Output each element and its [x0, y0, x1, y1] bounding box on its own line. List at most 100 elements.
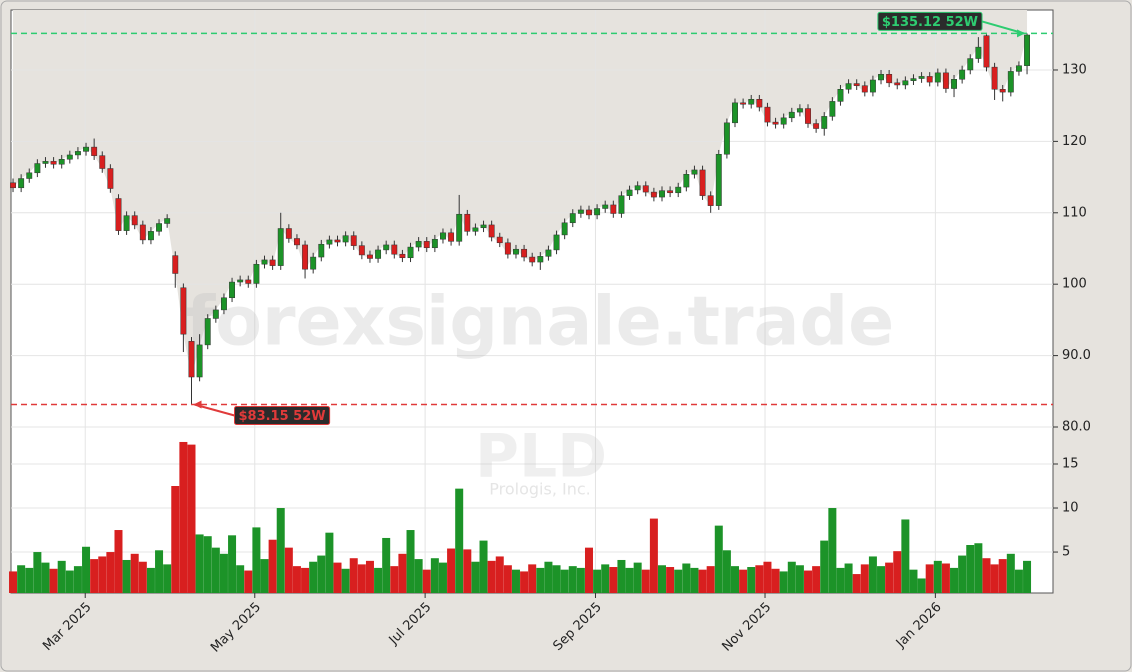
candle-body [212, 309, 219, 319]
candle-body [999, 89, 1006, 93]
volume-bar [171, 486, 180, 593]
candle-body [861, 85, 868, 93]
volume-bar [195, 534, 204, 593]
volume-bar [106, 552, 115, 593]
volume-bar [57, 560, 66, 593]
watermark: forexsignale.trade [186, 283, 895, 362]
volume-bar [211, 547, 220, 593]
candle-body [821, 116, 828, 129]
candle-body [204, 318, 211, 346]
y-tick-label: 80.0 [1062, 420, 1091, 435]
candle-body [334, 239, 341, 243]
volume-bar [309, 561, 318, 593]
annotation-label: $135.12 52W [882, 15, 978, 30]
candle-body [732, 102, 738, 124]
candle-body [659, 190, 665, 198]
volume-bar [941, 563, 950, 593]
candle-body [878, 74, 884, 81]
volume-bar [714, 525, 723, 593]
candle-body [50, 161, 57, 165]
candle-body [440, 232, 446, 240]
candle-body [488, 224, 495, 238]
volume-bar [698, 569, 707, 593]
candle-body [26, 172, 33, 179]
volume-bar [755, 565, 764, 593]
volume-bar [536, 567, 545, 593]
volume-bar [414, 559, 423, 593]
candle-body [894, 82, 901, 86]
candle-body [691, 169, 698, 175]
volume-bar [560, 569, 569, 593]
candle-body [715, 153, 722, 206]
candle-body [245, 279, 252, 284]
candle-body [902, 80, 909, 86]
volume-bar [438, 562, 447, 593]
candle-body [358, 245, 365, 256]
volume-bar [609, 567, 618, 593]
volume-bar [292, 566, 301, 593]
volume-bar [958, 555, 967, 593]
candle-body [188, 341, 195, 378]
candle-body [66, 154, 73, 160]
volume-bar [503, 565, 512, 593]
candle-body [131, 215, 138, 226]
volume-bar [520, 571, 529, 593]
volume-bar [25, 567, 34, 593]
volume-bar [552, 565, 561, 593]
volume-bar [893, 551, 902, 593]
volume-bar [487, 560, 496, 593]
plot-area: Mar 2025 May 2025 Jul 2025 Sep 2025 Nov 2025… [9, 9, 1091, 656]
volume-tick-label: 10 [1062, 501, 1079, 516]
candle-body [667, 190, 674, 194]
volume-bar [617, 559, 626, 593]
volume-bar [90, 559, 99, 593]
volume-bar [398, 553, 407, 593]
candle-body [837, 89, 844, 102]
candle-body [74, 151, 81, 156]
volume-bar [925, 564, 934, 593]
candle-body [99, 155, 106, 169]
volume-bar [422, 569, 431, 593]
y-tick-label: 120 [1062, 134, 1087, 149]
volume-bar [317, 555, 326, 593]
volume-bar [844, 563, 853, 593]
volume-bar [390, 566, 399, 593]
volume-bar [544, 561, 553, 593]
volume-bar [576, 567, 585, 593]
volume-bar [1014, 569, 1023, 593]
volume-bar [479, 540, 488, 593]
annotation-arrowhead [1017, 29, 1026, 38]
volume-bar [284, 547, 293, 593]
volume-bar [9, 571, 18, 593]
candle-body [805, 108, 811, 124]
volume-bar [731, 566, 740, 593]
volume-bar [495, 556, 504, 593]
volume-bar [146, 567, 155, 593]
candle-body [448, 232, 455, 242]
candle-body [683, 173, 690, 188]
candle-body [180, 287, 187, 335]
volume-bar [236, 565, 245, 593]
candle-body [910, 78, 917, 81]
candle-body [431, 238, 438, 249]
candle-body [107, 168, 114, 189]
volume-bar [917, 578, 926, 593]
volume-bar [885, 562, 894, 593]
volume-bar [341, 568, 350, 593]
volume-bar [860, 564, 869, 593]
volume-bar [260, 559, 269, 593]
candle-body [115, 198, 122, 231]
candle-body [10, 182, 16, 189]
candle-body [626, 189, 633, 196]
candle-body [391, 244, 398, 255]
candle-body [748, 99, 755, 105]
volume-bar [382, 537, 391, 593]
candle-body [269, 259, 276, 266]
watermark-subtitle: Prologis, Inc. [489, 480, 590, 499]
volume-bar [82, 546, 91, 593]
candle-body [1024, 34, 1030, 66]
y-tick-label: 90.0 [1062, 348, 1091, 363]
candle-body [772, 121, 779, 125]
candle-body [813, 123, 820, 129]
candle-body [521, 248, 528, 258]
